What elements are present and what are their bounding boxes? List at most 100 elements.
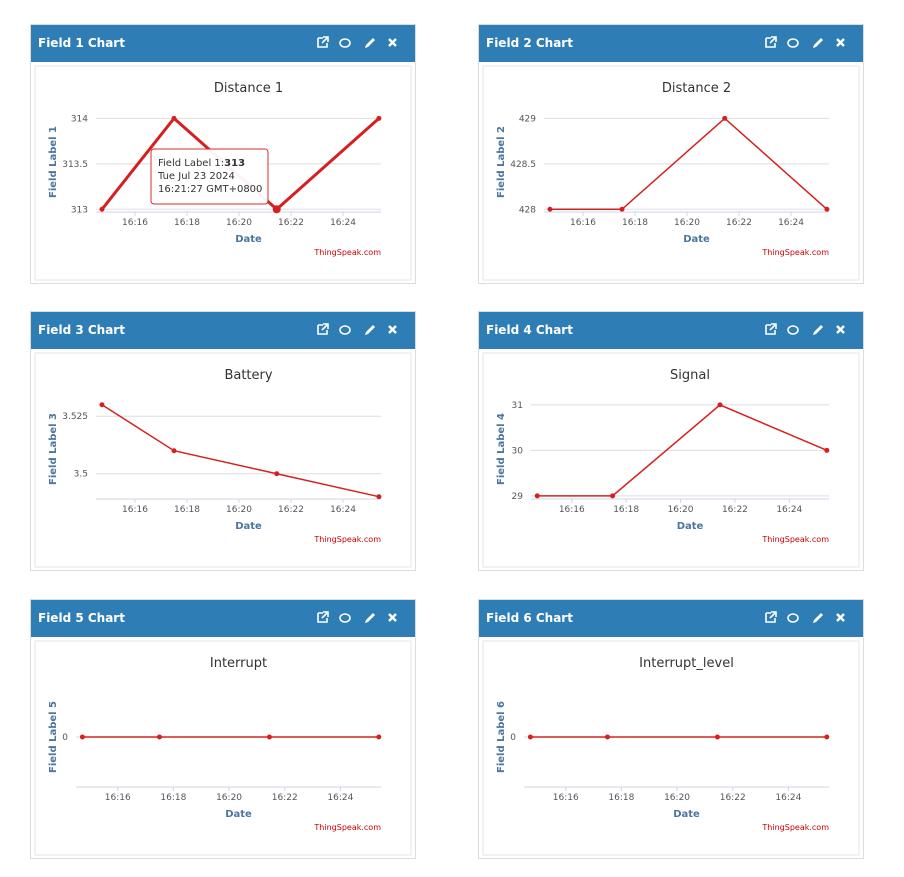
tooltip-time: 16:21:27 GMT+0800: [158, 184, 262, 195]
edit-icon[interactable]: [365, 38, 375, 48]
x-axis-label: Date: [677, 521, 704, 532]
comment-icon[interactable]: [339, 38, 351, 48]
data-point: [376, 494, 382, 500]
x-tick-label: 16:22: [720, 793, 746, 803]
x-tick-label: 16:20: [674, 218, 700, 228]
x-tick-label: 16:16: [105, 793, 131, 803]
x-tick-label: 16:20: [668, 505, 694, 515]
close-icon[interactable]: [836, 38, 845, 47]
data-point: [171, 115, 177, 121]
close-icon[interactable]: [388, 613, 397, 622]
x-tick-label: 16:22: [722, 505, 748, 515]
panel-header: Field 2 Chart: [479, 25, 863, 62]
chart-panel: Field 4 Chart Signal Field Label 4 Date Thin…: [478, 311, 864, 571]
close-icon[interactable]: [836, 325, 845, 334]
x-axis-label: Date: [683, 234, 710, 245]
chart-title: Signal: [670, 368, 710, 383]
data-point: [714, 734, 720, 740]
edit-icon[interactable]: [813, 325, 823, 335]
panel-title: Field 5 Chart: [38, 611, 125, 625]
x-tick-label: 16:22: [278, 218, 304, 228]
open-icon[interactable]: [317, 611, 329, 623]
x-tick-label: 16:20: [664, 793, 690, 803]
series-line: [537, 404, 828, 497]
plot-frame: [34, 640, 412, 856]
chart-panel: Field 2 Chart Distance 2 Field Label 2 Date…: [478, 24, 864, 284]
panel-header: Field 1 Chart: [31, 25, 415, 62]
comment-icon[interactable]: [787, 38, 799, 48]
data-point: [619, 206, 625, 212]
panel-header: Field 4 Chart: [479, 312, 863, 349]
open-icon[interactable]: [765, 36, 777, 48]
x-tick-label: 16:16: [122, 218, 148, 228]
x-tick-label: 16:20: [226, 505, 252, 515]
comment-icon[interactable]: [787, 613, 799, 623]
y-tick-label: 3.525: [62, 412, 88, 422]
credit: ThingSpeak.com: [761, 535, 829, 544]
panel-title: Field 4 Chart: [486, 323, 573, 337]
panel-header: Field 5 Chart: [31, 600, 415, 637]
data-point: [722, 115, 728, 121]
edit-icon[interactable]: [813, 38, 823, 48]
tooltip-value: 313: [224, 158, 245, 169]
data-point: [99, 206, 105, 212]
y-axis-label: Field Label 5: [48, 701, 59, 773]
chart: Interrupt_level Field Label 6 Date ThingSpe…: [482, 640, 860, 856]
chart-panel: Field 1 Chart Distance 1 Field Label 1 Date…: [30, 24, 416, 284]
y-tick-label: 429: [519, 114, 536, 124]
y-tick-label: 31: [512, 401, 523, 411]
x-tick-label: 16:22: [726, 218, 752, 228]
plot-frame: [482, 65, 860, 281]
x-tick-label: 16:24: [775, 793, 801, 803]
data-point: [610, 493, 616, 499]
y-tick-label: 30: [512, 446, 524, 456]
open-icon[interactable]: [317, 36, 329, 48]
data-point: [604, 734, 610, 740]
x-tick-label: 16:16: [122, 505, 148, 515]
y-axis-label: Field Label 6: [496, 701, 507, 773]
open-icon[interactable]: [765, 611, 777, 623]
panel-title: Field 1 Chart: [38, 36, 125, 50]
chart-title: Battery: [224, 368, 272, 383]
tooltip-label: Field Label 1:: [158, 158, 224, 169]
panel-title: Field 2 Chart: [486, 36, 573, 50]
chart-title: Distance 1: [214, 81, 283, 96]
chart: Battery Field Label 3 Date ThingSpeak.com 3.…: [34, 352, 412, 568]
data-point: [547, 206, 553, 212]
chart: Distance 2 Field Label 2 Date ThingSpeak.co…: [482, 65, 860, 281]
x-tick-label: 16:24: [778, 218, 804, 228]
data-point: [272, 205, 281, 214]
y-tick-label: 0: [62, 733, 68, 743]
edit-icon[interactable]: [365, 613, 375, 623]
header-icons: [765, 611, 845, 623]
data-point: [824, 206, 830, 212]
comment-icon[interactable]: [787, 325, 799, 335]
edit-icon[interactable]: [365, 325, 375, 335]
data-point: [717, 402, 723, 408]
credit: ThingSpeak.com: [313, 535, 381, 544]
panel-title: Field 6 Chart: [486, 611, 573, 625]
edit-icon[interactable]: [813, 613, 823, 623]
tooltip-line: Field Label 1:313: [158, 158, 245, 169]
close-icon[interactable]: [388, 38, 397, 47]
close-icon[interactable]: [836, 613, 845, 622]
chart-title: Distance 2: [662, 81, 731, 96]
header-icons: [317, 323, 397, 335]
chart: Interrupt Field Label 5 Date ThingSpeak.com…: [34, 640, 412, 856]
series-line: [549, 117, 828, 211]
data-point: [376, 734, 382, 740]
y-tick-label: 428.5: [510, 160, 536, 170]
series-line: [101, 404, 380, 498]
open-icon[interactable]: [765, 323, 777, 335]
comment-icon[interactable]: [339, 613, 351, 623]
open-icon[interactable]: [317, 323, 329, 335]
x-tick-label: 16:18: [608, 793, 634, 803]
close-icon[interactable]: [388, 325, 397, 334]
comment-icon[interactable]: [339, 325, 351, 335]
data-point: [534, 493, 540, 499]
data-point: [266, 734, 272, 740]
chart-title: Interrupt_level: [639, 656, 734, 671]
credit: ThingSpeak.com: [761, 248, 829, 257]
header-icons: [317, 611, 397, 623]
